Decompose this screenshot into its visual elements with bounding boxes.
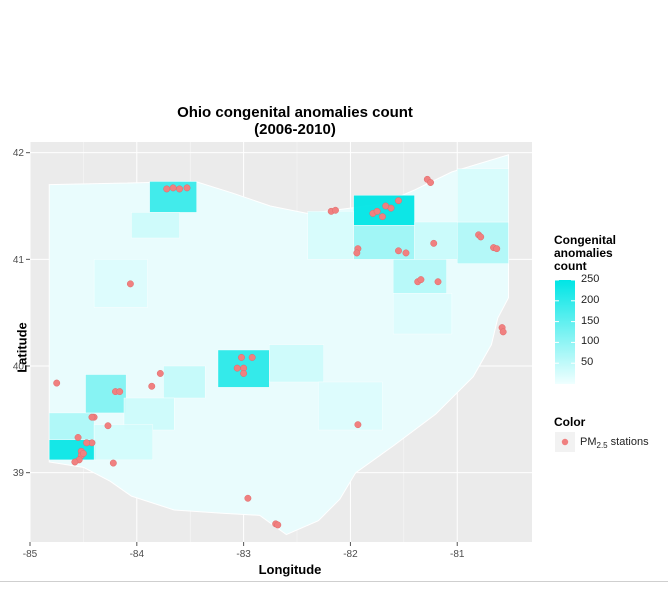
- legend-label: 100: [581, 335, 600, 348]
- station-point: [244, 494, 252, 502]
- station-point: [116, 388, 124, 396]
- legend-colorbar: [555, 280, 575, 384]
- county-fill: [93, 259, 148, 308]
- county-fill: [163, 365, 206, 399]
- y-tick-label: 40: [13, 362, 25, 373]
- x-tick-label: -84: [130, 549, 145, 560]
- station-point: [109, 459, 117, 467]
- legend-label: 50: [581, 356, 594, 369]
- bottom-divider: [0, 581, 668, 582]
- station-point: [71, 458, 79, 466]
- station-point: [477, 233, 485, 241]
- legend-label: 200: [581, 293, 600, 306]
- chart-title: Ohio congenital anomalies count (2006-20…: [140, 104, 450, 138]
- station-point: [176, 185, 183, 193]
- county-fill: [49, 412, 95, 440]
- station-legend-key: [561, 438, 569, 446]
- station-point: [402, 249, 410, 257]
- legend-title-line2: anomalies: [554, 246, 613, 260]
- axis-ticks: -85 -84 -83 -82 -81 42 41 40 39: [13, 148, 465, 560]
- legend-label: 250: [581, 273, 600, 285]
- station-point: [163, 185, 171, 193]
- x-tick-label: -81: [450, 549, 465, 560]
- station-point: [240, 370, 248, 377]
- station-point: [379, 213, 386, 221]
- station-point: [382, 202, 390, 210]
- y-tick-label: 39: [13, 468, 25, 479]
- county-fill: [457, 168, 509, 223]
- station-legend-label: PM2.5 stations: [580, 436, 649, 450]
- y-tick-label: 42: [13, 148, 25, 159]
- chart-title-line2: (2006-2010): [254, 121, 336, 138]
- station-points: [53, 175, 507, 529]
- x-tick-label: -82: [343, 549, 358, 560]
- chart-title-line1: Ohio congenital anomalies count: [177, 104, 413, 121]
- station-point: [427, 179, 434, 186]
- station-point: [434, 278, 442, 286]
- y-tick-label: 41: [13, 255, 25, 266]
- county-fill: [131, 212, 180, 239]
- county-fill: [307, 211, 354, 260]
- station-point: [493, 245, 501, 253]
- station-point: [183, 184, 191, 192]
- station-point: [395, 247, 402, 255]
- color-legend-title: Color: [554, 415, 586, 429]
- x-tick-label: -85: [23, 549, 38, 560]
- station-point: [353, 249, 361, 257]
- legend-title-line1: Congenital: [554, 233, 616, 247]
- station-point: [430, 239, 438, 247]
- county-fill: [353, 195, 415, 226]
- county-fill: [457, 221, 509, 264]
- county-fill: [269, 344, 324, 383]
- station-point: [499, 328, 507, 336]
- station-point: [83, 439, 91, 447]
- legend-title: Congenital anomalies count: [554, 234, 654, 273]
- station-point: [417, 276, 425, 284]
- legend-label: 150: [581, 314, 600, 327]
- station-point: [53, 379, 61, 387]
- station-label-tail: stations: [607, 436, 649, 448]
- county-fill: [93, 424, 154, 461]
- station-point: [248, 354, 256, 361]
- x-axis-title: Longitude: [258, 562, 322, 577]
- station-point: [74, 434, 82, 441]
- legend-title-line3: count: [554, 259, 587, 273]
- station-point: [156, 370, 164, 377]
- legend-graphics: [555, 279, 575, 452]
- station-point: [148, 382, 156, 390]
- station-point: [126, 280, 134, 288]
- station-point: [395, 197, 402, 205]
- station-label-sub: 2.5: [596, 441, 608, 451]
- county-fill: [414, 221, 458, 260]
- county-fill: [392, 293, 453, 335]
- station-label-main: PM: [580, 436, 597, 448]
- x-tick-label: -83: [236, 549, 251, 560]
- station-point: [169, 184, 177, 192]
- station-point: [354, 421, 362, 429]
- station-point: [88, 413, 96, 421]
- station-point: [233, 364, 241, 372]
- county-fill: [318, 381, 383, 431]
- station-point: [332, 206, 339, 214]
- station-point: [274, 521, 282, 529]
- y-axis-title: Latitude: [14, 322, 30, 373]
- station-point: [373, 207, 381, 215]
- station-point: [79, 450, 87, 457]
- station-point: [238, 354, 245, 361]
- station-point: [104, 422, 112, 430]
